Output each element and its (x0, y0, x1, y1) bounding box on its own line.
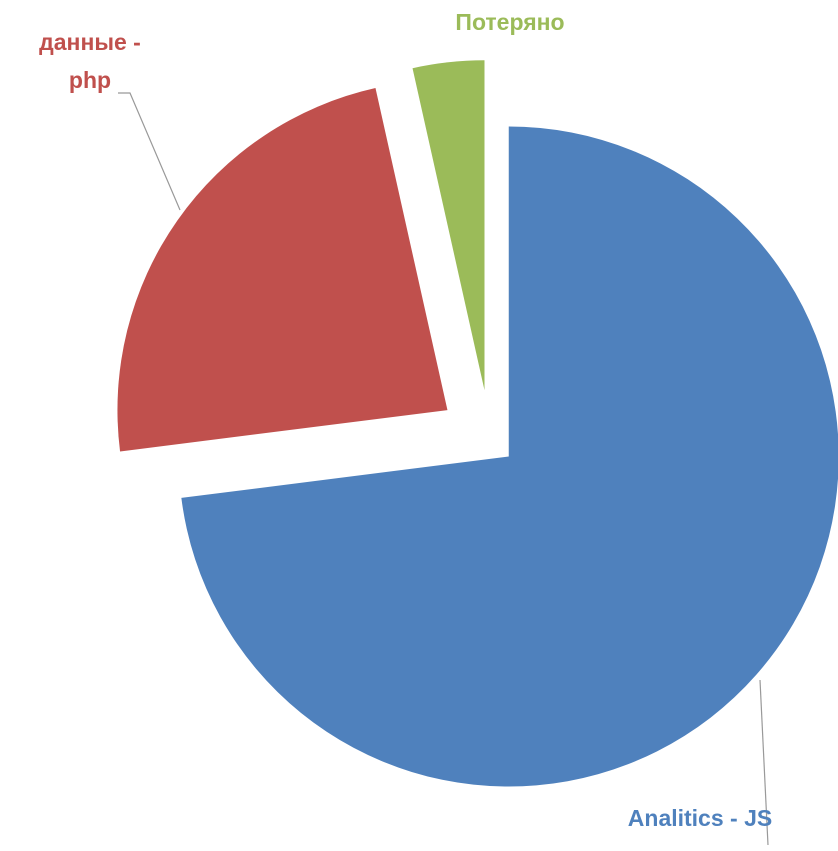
slice-label: Потеряно (455, 9, 565, 35)
leader-line (118, 92, 181, 211)
leader-line (759, 679, 769, 846)
pie-slice (412, 60, 485, 391)
pie-slice (117, 88, 448, 452)
slice-label: данные - php (39, 29, 141, 93)
slice-label: Analitics - JS (627, 805, 773, 831)
pie-slice (181, 126, 838, 787)
